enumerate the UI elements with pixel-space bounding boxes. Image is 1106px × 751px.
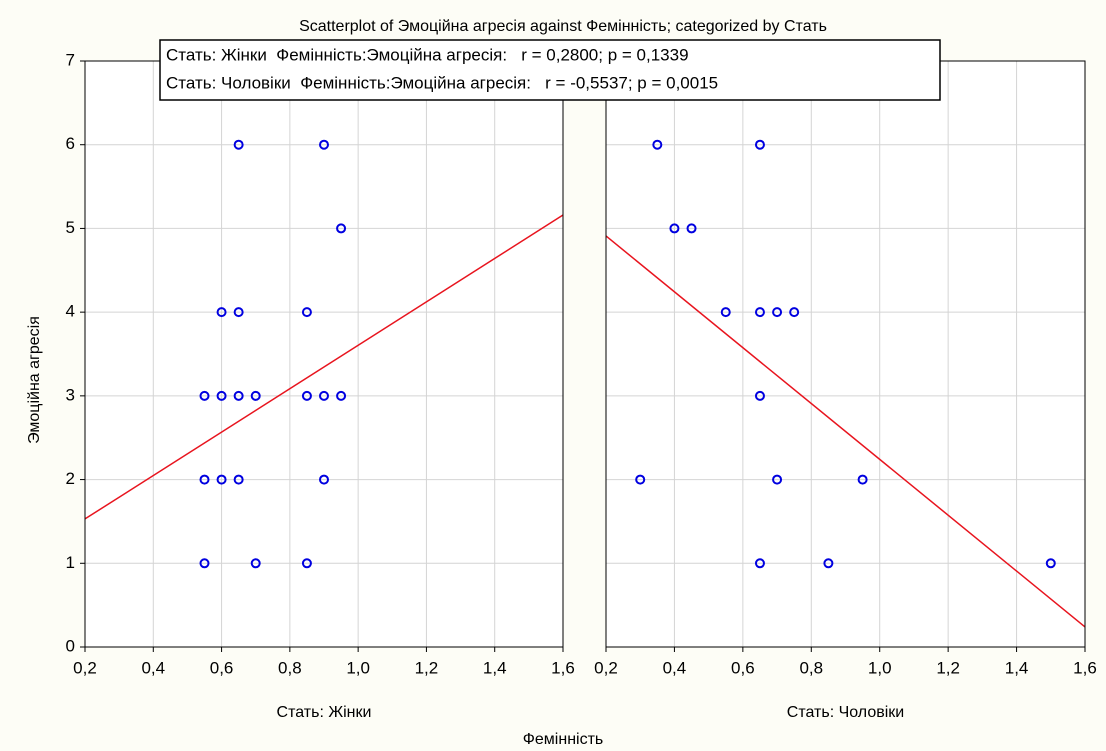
y-tick-label: 3 (66, 385, 75, 404)
point (233, 390, 244, 401)
point (301, 390, 312, 401)
x-tick-label: 1,0 (346, 658, 370, 677)
point (635, 474, 646, 485)
x-axis-label: Фемінність (523, 731, 604, 748)
point (720, 307, 731, 318)
point (1045, 558, 1056, 569)
y-axis-label: Эмоційна агресія (26, 316, 43, 444)
x-tick-label: 1,6 (551, 658, 575, 677)
point (754, 390, 765, 401)
y-tick-label: 1 (66, 553, 75, 572)
x-tick-label: 0,6 (731, 658, 755, 677)
point (669, 223, 680, 234)
point (754, 139, 765, 150)
panel-label: Стать: Жінки (277, 704, 372, 721)
point (216, 390, 227, 401)
point (233, 139, 244, 150)
x-tick-label: 0,8 (278, 658, 302, 677)
point (772, 307, 783, 318)
x-tick-label: 1,0 (868, 658, 892, 677)
point (857, 474, 868, 485)
y-tick-label: 6 (66, 134, 75, 153)
point (301, 558, 312, 569)
point (233, 307, 244, 318)
x-tick-label: 0,8 (799, 658, 823, 677)
point (199, 558, 210, 569)
point (336, 390, 347, 401)
point (652, 139, 663, 150)
x-tick-label: 0,4 (663, 658, 687, 677)
y-tick-label: 5 (66, 218, 75, 237)
y-tick-label: 0 (66, 636, 75, 655)
fit-line (84, 214, 564, 520)
legend-entry: Стать: Чоловіки Фемінність:Эмоційна агре… (166, 73, 718, 92)
x-tick-label: 1,6 (1073, 658, 1097, 677)
point (319, 390, 329, 401)
point (754, 307, 765, 318)
point (823, 558, 834, 569)
point (789, 307, 800, 318)
y-tick-label: 7 (66, 50, 75, 69)
point (301, 307, 312, 318)
legend-box (159, 39, 941, 101)
x-tick-label: 0,4 (141, 658, 165, 677)
point (233, 474, 244, 485)
x-tick-label: 1,2 (415, 658, 439, 677)
point (754, 558, 765, 569)
legend-entry: Стать: Жінки Фемінність:Эмоційна агресія… (166, 45, 689, 64)
chart-title: Scatterplot of Эмоційна агресія against … (299, 18, 827, 35)
point (772, 474, 783, 485)
point (199, 474, 210, 485)
x-tick-label: 1,2 (936, 658, 960, 677)
panel-label: Стать: Чоловіки (787, 704, 904, 721)
x-tick-label: 0,2 (73, 658, 97, 677)
point (199, 390, 210, 401)
x-tick-label: 0,6 (210, 658, 234, 677)
y-tick-label: 2 (66, 469, 75, 488)
point (216, 474, 227, 485)
point (319, 474, 329, 485)
x-tick-label: 1,4 (1005, 658, 1029, 677)
y-tick-label: 4 (66, 302, 75, 321)
x-tick-label: 0,2 (594, 658, 618, 677)
plot-area (606, 61, 1085, 647)
plot-area (85, 61, 563, 647)
x-tick-label: 1,4 (483, 658, 507, 677)
fit-line (605, 235, 1086, 628)
point (336, 223, 347, 234)
point (216, 307, 227, 318)
point (250, 558, 261, 569)
point (686, 223, 697, 234)
point (319, 139, 329, 150)
point (250, 390, 261, 401)
